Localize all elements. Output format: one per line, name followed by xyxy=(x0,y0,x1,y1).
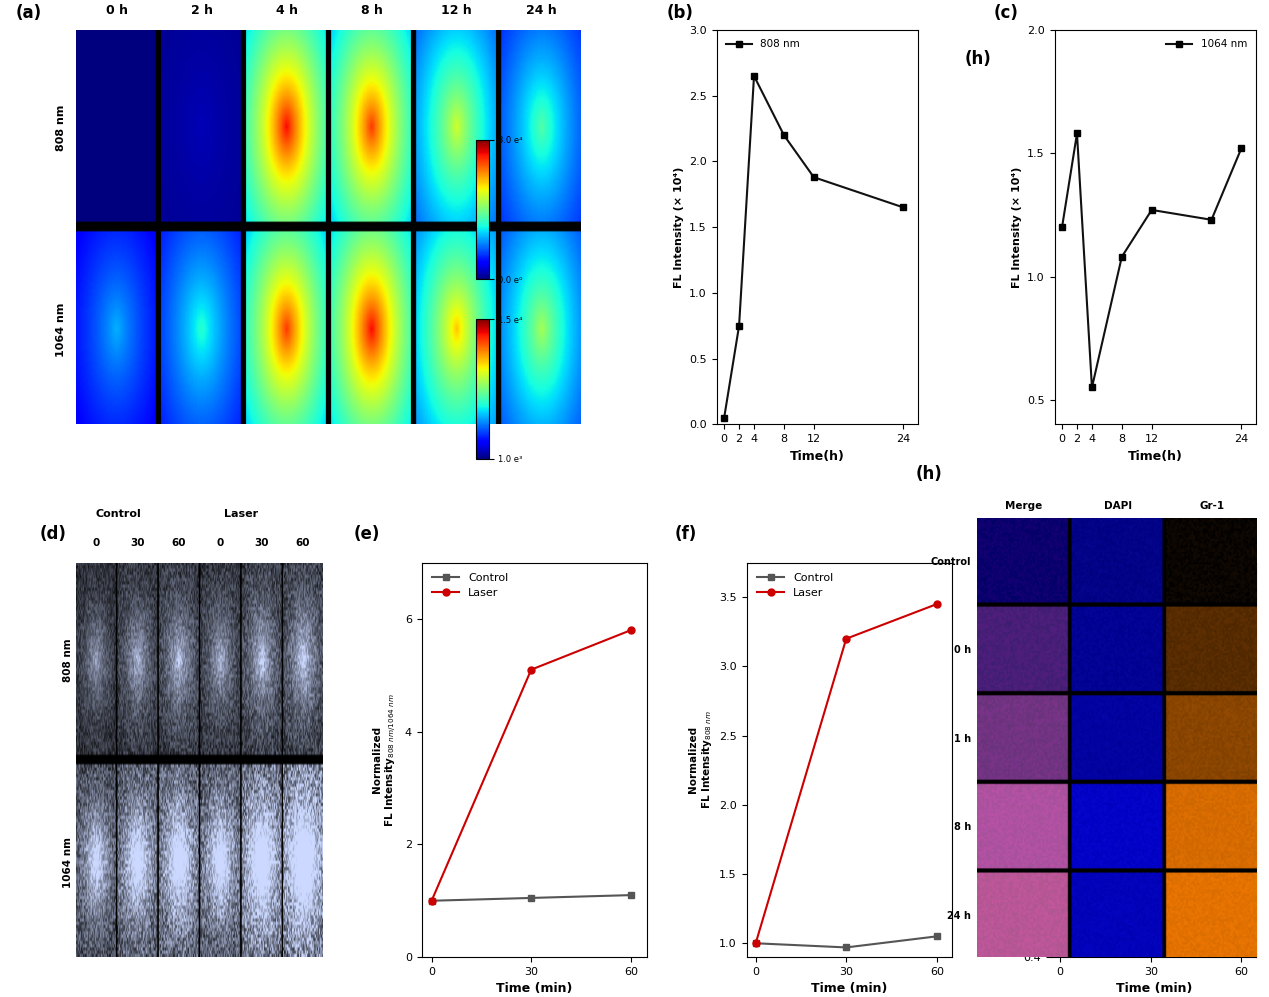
Laser xyxy=(1143,813,1159,825)
Laser xyxy=(839,633,854,645)
Text: DAPI: DAPI xyxy=(1104,501,1132,511)
Text: Control: Control xyxy=(95,509,141,519)
Laser xyxy=(424,894,439,906)
Line: Control: Control xyxy=(753,933,940,951)
Laser xyxy=(749,937,764,949)
Text: 30: 30 xyxy=(131,538,145,548)
Text: 0 h: 0 h xyxy=(105,4,128,17)
1064 nm xyxy=(1070,128,1085,140)
Text: 1064 nm: 1064 nm xyxy=(62,837,72,888)
Legend: Control, Laser: Control, Laser xyxy=(428,568,513,602)
Text: 4 h: 4 h xyxy=(275,4,297,17)
Text: 24 h: 24 h xyxy=(525,4,557,17)
Line: 808 nm: 808 nm xyxy=(721,73,907,422)
Control xyxy=(1052,613,1067,625)
Laser xyxy=(623,624,638,636)
Text: (b): (b) xyxy=(666,4,693,22)
808 nm xyxy=(746,70,761,82)
Control xyxy=(839,941,854,953)
Text: Gr-1: Gr-1 xyxy=(1199,501,1225,511)
Text: Laser: Laser xyxy=(225,509,259,519)
X-axis label: Time(h): Time(h) xyxy=(791,450,845,463)
Control xyxy=(929,930,944,942)
Text: (h): (h) xyxy=(916,466,943,484)
Control xyxy=(524,892,539,904)
Laser xyxy=(524,664,539,676)
808 nm xyxy=(777,130,792,142)
Text: Merge: Merge xyxy=(1005,501,1042,511)
Y-axis label: Normalized
FL Intensity$_{808\ nm}$: Normalized FL Intensity$_{808\ nm}$ xyxy=(688,711,713,810)
1064 nm xyxy=(1204,213,1220,225)
Text: 1 h: 1 h xyxy=(954,734,971,744)
Text: (f): (f) xyxy=(675,524,697,542)
X-axis label: Time (min): Time (min) xyxy=(496,982,572,995)
Text: (a): (a) xyxy=(15,4,42,22)
1064 nm xyxy=(1114,251,1129,263)
1064 nm xyxy=(1145,204,1160,216)
Text: Control: Control xyxy=(930,556,971,566)
Control xyxy=(1143,641,1159,653)
Laser xyxy=(1233,838,1249,850)
Line: 1064 nm: 1064 nm xyxy=(1058,130,1245,391)
Text: 8 h: 8 h xyxy=(953,823,971,832)
Text: 808 nm: 808 nm xyxy=(62,639,72,682)
808 nm xyxy=(731,320,746,332)
Control xyxy=(749,937,764,949)
Y-axis label: FL Intensity (× 10⁴): FL Intensity (× 10⁴) xyxy=(1011,166,1022,288)
Text: 12 h: 12 h xyxy=(442,4,472,17)
Control xyxy=(623,889,638,901)
Text: (d): (d) xyxy=(39,524,66,542)
Text: 2 h: 2 h xyxy=(190,4,213,17)
Text: 808 nm: 808 nm xyxy=(56,104,66,151)
Text: (c): (c) xyxy=(994,4,1019,22)
X-axis label: Time (min): Time (min) xyxy=(1115,982,1192,995)
X-axis label: Time (min): Time (min) xyxy=(811,982,887,995)
808 nm xyxy=(806,171,821,183)
Line: Laser: Laser xyxy=(1057,615,1245,847)
Text: 0 h: 0 h xyxy=(954,645,971,655)
Text: 24 h: 24 h xyxy=(947,911,971,921)
Legend: 1064 nm: 1064 nm xyxy=(1162,35,1251,54)
Text: 0: 0 xyxy=(93,538,100,548)
Line: Control: Control xyxy=(428,891,634,904)
Legend: 808 nm: 808 nm xyxy=(722,35,805,54)
X-axis label: Time(h): Time(h) xyxy=(1128,450,1183,463)
Line: Control: Control xyxy=(1057,615,1245,651)
1064 nm xyxy=(1233,143,1249,155)
Control xyxy=(1233,624,1249,636)
Text: 8 h: 8 h xyxy=(360,4,382,17)
Text: 60: 60 xyxy=(296,538,310,548)
Legend: Control, Laser: Control, Laser xyxy=(753,568,838,602)
Line: Laser: Laser xyxy=(428,627,634,904)
1064 nm xyxy=(1055,221,1070,233)
1064 nm xyxy=(1084,382,1099,394)
Control xyxy=(424,894,439,906)
Laser xyxy=(1052,613,1067,625)
Text: 0: 0 xyxy=(217,538,223,548)
Legend: Control, Laser: Control, Laser xyxy=(1057,917,1142,951)
Y-axis label: Normalized
FL Intensity$_{808\ nm/1064\ nm}$: Normalized FL Intensity$_{808\ nm/1064\ … xyxy=(372,693,400,827)
Y-axis label: Normalized
FL Intensity$_{1064\ nm}$: Normalized FL Intensity$_{1064\ nm}$ xyxy=(992,708,1018,812)
Text: (g): (g) xyxy=(980,524,1006,542)
808 nm xyxy=(717,412,732,424)
Text: 1064 nm: 1064 nm xyxy=(56,302,66,357)
Text: 60: 60 xyxy=(171,538,187,548)
Text: (e): (e) xyxy=(354,524,381,542)
Y-axis label: FL Intensity (× 10⁴): FL Intensity (× 10⁴) xyxy=(674,166,684,288)
808 nm xyxy=(896,201,911,213)
Text: 30: 30 xyxy=(254,538,269,548)
Laser xyxy=(929,598,944,610)
Text: (h): (h) xyxy=(964,50,991,68)
Line: Laser: Laser xyxy=(753,600,940,947)
